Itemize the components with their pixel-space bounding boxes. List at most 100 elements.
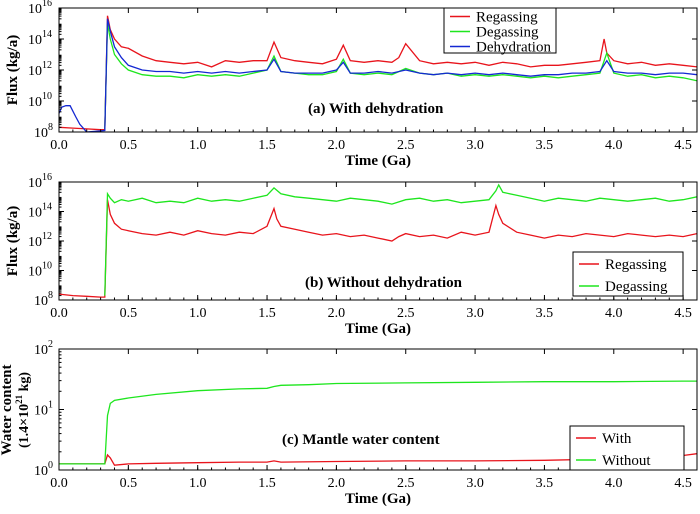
x-tick-label: 0.5 xyxy=(120,476,138,491)
y-tick-base: 10 xyxy=(34,294,48,309)
x-tick-label: 0.5 xyxy=(120,306,138,321)
y-axis-label: Flux (kg/a) xyxy=(5,35,21,105)
y-tick-base: 10 xyxy=(34,343,48,358)
y-tick-exponent: 14 xyxy=(42,202,52,213)
x-tick-label: 3.5 xyxy=(536,138,554,153)
legend-box xyxy=(569,425,685,471)
y-tick-label: 101 xyxy=(34,400,53,419)
y-tick-label: 1016 xyxy=(28,172,52,191)
y-axis-label: Water content xyxy=(0,365,15,456)
legend-label-degassing: Degassing xyxy=(476,25,539,41)
x-tick-label: 2.5 xyxy=(397,138,415,153)
series-line-regassing xyxy=(59,15,697,131)
y-tick-label: 1012 xyxy=(28,60,52,79)
y-tick-label: 1010 xyxy=(28,91,52,110)
x-tick-label: 0.0 xyxy=(50,138,68,153)
chart-panel-3: 0.0 0.5 1.0 1.5 2.0 2.5 3.0 3.5 4.0 4.5 Time (Ga) 1… xyxy=(0,339,698,507)
x-tick-label: 1.0 xyxy=(189,306,207,321)
y-tick-base: 10 xyxy=(28,95,42,110)
series-line-regassing xyxy=(59,199,697,298)
y-tick-label: 1012 xyxy=(28,231,52,250)
y-tick-label: 1014 xyxy=(28,202,52,221)
x-tick-label: 3.5 xyxy=(536,306,554,321)
x-tick-label: 1.5 xyxy=(258,476,276,491)
y-tick-base: 10 xyxy=(28,33,42,48)
series-line-dehydration xyxy=(59,18,697,132)
y-tick-exponent: 8 xyxy=(48,290,53,301)
y-tick-exponent: 16 xyxy=(42,0,52,9)
y-tick-base: 10 xyxy=(28,176,42,191)
y-tick-base: 10 xyxy=(28,206,42,221)
y-tick-base: 10 xyxy=(28,64,42,79)
y-axis-label: Flux (kg/a) xyxy=(5,206,21,276)
chart-panel-1: 0.0 0.5 1.0 1.5 2.0 2.5 3.0 3.5 4.0 4.5 Time (Ga) 1… xyxy=(5,0,698,169)
y-tick-base: 10 xyxy=(34,464,48,479)
y-axis-unit-part: (1.4×10 xyxy=(17,404,32,448)
panel-annotation: (a) With dehydration xyxy=(308,101,444,117)
x-tick-label: 2.0 xyxy=(328,476,346,491)
series-line-degassing xyxy=(104,183,697,296)
y-tick-exponent: 14 xyxy=(42,29,52,40)
y-tick-exponent: 16 xyxy=(42,172,52,183)
x-tick-label: 0.0 xyxy=(50,476,68,491)
y-tick-label: 100 xyxy=(34,460,53,479)
y-tick-exponent: 12 xyxy=(42,60,52,71)
legend-label-with: With xyxy=(602,431,632,447)
y-axis-unit-part: 21 xyxy=(14,394,24,404)
y-tick-base: 10 xyxy=(28,265,42,280)
legend-label-dehydration: Dehydration xyxy=(476,40,551,56)
x-tick-label: 3.5 xyxy=(536,476,554,491)
x-tick-label: 1.0 xyxy=(189,138,207,153)
chart-panel-2: 0.0 0.5 1.0 1.5 2.0 2.5 3.0 3.5 4.0 4.5 Time (Ga) 1… xyxy=(5,172,698,337)
legend-box xyxy=(443,7,557,54)
x-tick-label: 3.0 xyxy=(466,138,484,153)
legend-label-regassing: Regassing xyxy=(605,257,667,273)
x-tick-label: 1.5 xyxy=(258,306,276,321)
x-tick-label: 4.0 xyxy=(605,138,623,153)
y-tick-label: 1010 xyxy=(28,261,52,280)
x-tick-label: 3.0 xyxy=(466,476,484,491)
y-tick-label: 1014 xyxy=(28,29,52,48)
y-tick-exponent: 1 xyxy=(48,400,53,411)
x-tick-label: 2.5 xyxy=(397,306,415,321)
x-axis-label: Time (Ga) xyxy=(345,321,411,337)
x-axis-label: Time (Ga) xyxy=(345,153,411,169)
panel-annotation: (b) Without dehydration xyxy=(305,275,463,291)
legend-label-degassing: Degassing xyxy=(605,279,668,295)
y-tick-base: 10 xyxy=(34,404,48,419)
y-tick-base: 10 xyxy=(28,2,42,17)
y-axis-unit-part: kg) xyxy=(17,372,32,395)
y-tick-exponent: 0 xyxy=(48,460,53,471)
y-tick-label: 108 xyxy=(34,122,53,141)
x-tick-label: 2.0 xyxy=(328,306,346,321)
x-tick-label: 4.0 xyxy=(605,476,623,491)
y-tick-base: 10 xyxy=(34,126,48,141)
legend-box xyxy=(572,251,684,297)
legend-label-regassing: Regassing xyxy=(476,10,538,26)
x-tick-label: 2.0 xyxy=(328,138,346,153)
y-tick-label: 1016 xyxy=(28,0,52,17)
x-tick-label: 2.5 xyxy=(397,476,415,491)
y-tick-exponent: 12 xyxy=(42,231,52,242)
y-tick-label: 102 xyxy=(34,339,53,358)
x-tick-label: 1.0 xyxy=(189,476,207,491)
panel-annotation: (c) Mantle water content xyxy=(282,432,440,448)
legend-label-without: Without xyxy=(602,453,651,469)
y-tick-exponent: 10 xyxy=(42,91,52,102)
y-tick-exponent: 10 xyxy=(42,261,52,272)
y-tick-exponent: 8 xyxy=(48,122,53,133)
x-tick-label: 0.5 xyxy=(120,138,138,153)
y-tick-label: 108 xyxy=(34,290,53,309)
x-tick-label: 3.0 xyxy=(466,306,484,321)
y-tick-base: 10 xyxy=(28,235,42,250)
series-line-without xyxy=(59,380,697,465)
x-tick-label: 4.0 xyxy=(605,306,623,321)
x-axis-label: Time (Ga) xyxy=(345,491,411,507)
x-tick-label: 4.5 xyxy=(674,306,692,321)
x-tick-label: 0.0 xyxy=(50,306,68,321)
x-tick-label: 4.5 xyxy=(674,138,692,153)
series-line-degassing xyxy=(104,23,697,129)
y-tick-exponent: 2 xyxy=(48,339,53,350)
x-tick-label: 1.5 xyxy=(258,138,276,153)
